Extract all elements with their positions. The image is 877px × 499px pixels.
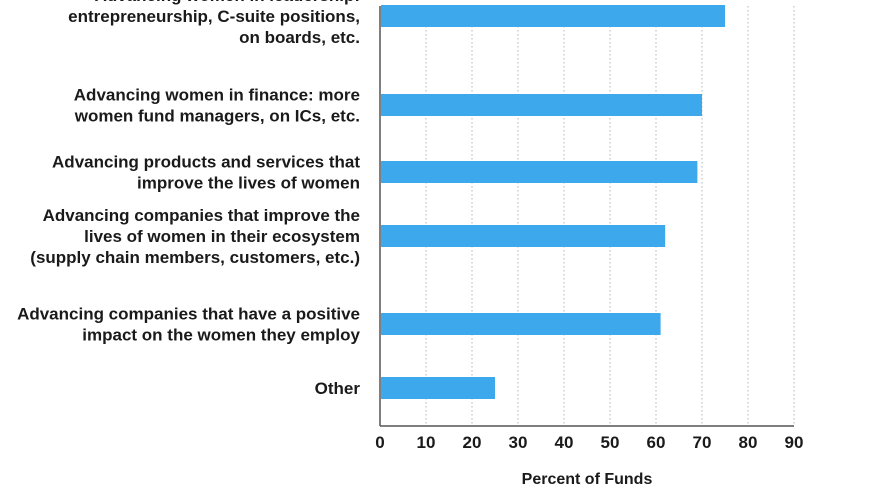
x-tick-label: 0 xyxy=(375,433,384,452)
bar xyxy=(381,225,666,247)
x-tick-label: 40 xyxy=(555,433,574,452)
bars xyxy=(381,5,725,399)
bar xyxy=(381,377,495,399)
bar xyxy=(381,94,702,116)
x-tick-label: 80 xyxy=(739,433,758,452)
category-label: Advancing women in leadership:entreprene… xyxy=(68,0,360,47)
x-tick-label: 10 xyxy=(417,433,436,452)
x-tick-label: 20 xyxy=(463,433,482,452)
category-label: Advancing women in finance: more women fu… xyxy=(74,86,360,126)
x-tick-label: 30 xyxy=(509,433,528,452)
bar xyxy=(381,161,698,183)
x-tick-labels: 0 10 20 30 40 50 60 70 80 90 xyxy=(375,433,803,452)
bar xyxy=(381,313,661,335)
bar xyxy=(381,5,725,27)
category-label: Advancing companies that improve the live… xyxy=(30,206,360,267)
x-tick-label: 50 xyxy=(601,433,620,452)
x-tick-label: 60 xyxy=(647,433,666,452)
category-label: Advancing products and services that impr… xyxy=(52,153,360,193)
x-axis-title: Percent of Funds xyxy=(522,471,653,488)
category-label: Advancing companies that have a positive… xyxy=(17,305,360,345)
gridlines xyxy=(425,6,795,426)
x-tick-label: 90 xyxy=(785,433,804,452)
category-labels: Advancing women in leadership:entreprene… xyxy=(17,0,360,398)
x-tick-label: 70 xyxy=(693,433,712,452)
category-label: Other xyxy=(315,379,361,398)
